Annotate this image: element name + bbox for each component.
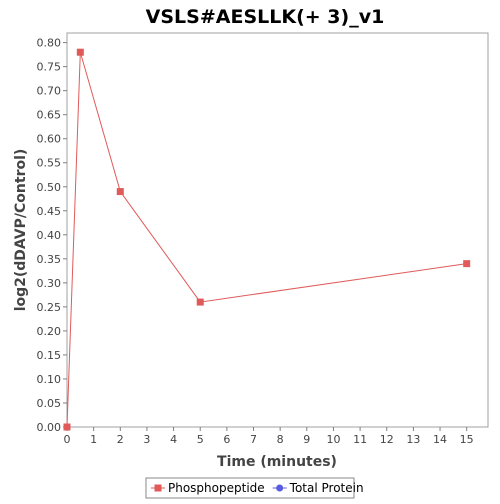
x-tick-label: 13 [406,433,420,446]
legend-box [145,477,355,499]
data-point [196,298,204,306]
x-tick-label: 9 [303,433,310,446]
y-tick-label: 0.50 [37,181,62,194]
y-tick-label: 0.40 [37,229,62,242]
x-tick-label: 4 [170,433,177,446]
data-point [76,48,84,56]
y-tick-label: 0.60 [37,133,62,146]
legend-label: Phosphopeptide [168,481,265,495]
x-tick-label: 14 [433,433,447,446]
chart-title: VSLS#AESLLK(+ 3)_v1 [146,6,385,28]
y-tick-label: 0.35 [37,253,62,266]
y-tick-label: 0.80 [37,37,62,50]
data-point [463,260,471,268]
legend: Phosphopeptide Total Protein [145,477,364,499]
x-tick-label: 0 [64,433,71,446]
x-tick-label: 6 [223,433,230,446]
y-tick-label: 0.15 [37,349,62,362]
y-tick-label: 0.30 [37,277,62,290]
x-tick-label: 2 [117,433,124,446]
x-tick-label: 8 [277,433,284,446]
y-axis-label: log2(dDAVP/Control) [13,149,29,312]
legend-marker [154,484,162,492]
x-axis-label: Time (minutes) [217,454,337,470]
y-tick-label: 0.25 [37,301,62,314]
data-point [63,423,71,431]
y-tick-label: 0.55 [37,157,62,170]
x-tick-label: 3 [143,433,150,446]
y-axis: 0.00 0.05 0.10 0.15 0.20 0.25 0.30 0.35 0.40 0.45… [37,37,67,434]
y-tick-label: 0.05 [37,397,62,410]
legend-marker [276,484,284,492]
x-tick-label: 15 [460,433,474,446]
y-tick-label: 0.20 [37,325,62,338]
legend-label: Total Protein [289,481,364,495]
x-tick-label: 5 [197,433,204,446]
y-tick-label: 0.00 [37,421,62,434]
x-axis: 0 1 2 3 4 5 6 7 8 9 10 11 12 13 14 15 [64,427,474,446]
data-point [116,188,124,196]
y-tick-label: 0.75 [37,61,62,74]
y-tick-label: 0.45 [37,205,62,218]
x-tick-label: 10 [326,433,340,446]
y-tick-label: 0.70 [37,85,62,98]
x-tick-label: 11 [353,433,367,446]
series-layer [63,48,471,431]
y-tick-label: 0.65 [37,109,62,122]
x-tick-label: 12 [380,433,394,446]
x-tick-label: 1 [90,433,97,446]
x-tick-label: 7 [250,433,257,446]
y-tick-label: 0.10 [37,373,62,386]
plot-area [66,32,489,428]
